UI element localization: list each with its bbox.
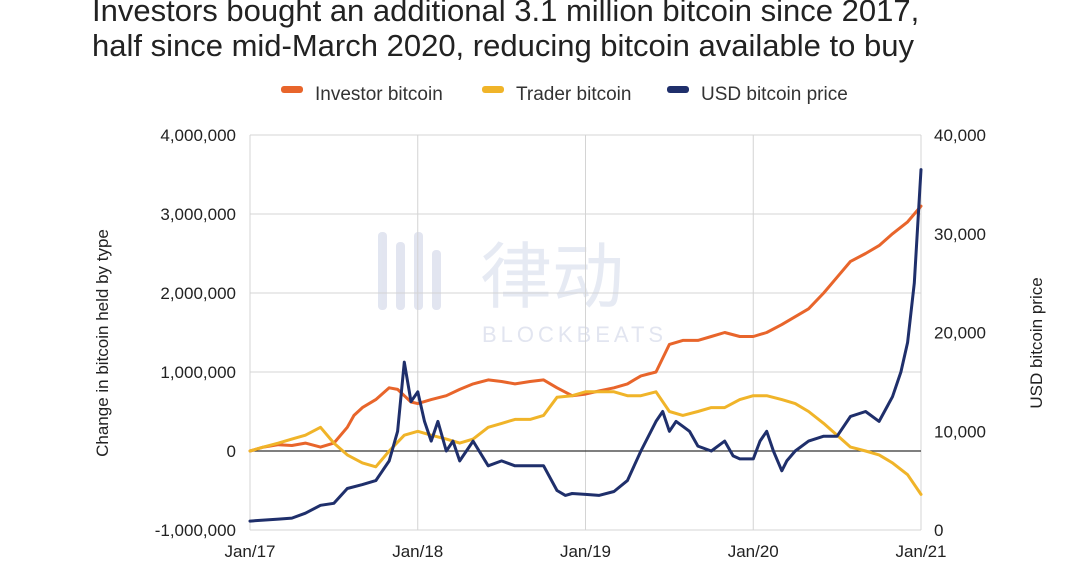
- right-tick-label: 0: [934, 521, 943, 540]
- left-tick-label: 3,000,000: [160, 205, 236, 224]
- gridlines: [249, 134, 922, 531]
- watermark-bar-4: [432, 250, 441, 310]
- watermark: 律动 BLOCKBEATS: [378, 232, 667, 347]
- watermark-en: BLOCKBEATS: [482, 322, 667, 347]
- right-tick-label: 40,000: [934, 126, 986, 145]
- left-tick-label: 4,000,000: [160, 126, 236, 145]
- x-tick-label: Jan/20: [728, 542, 779, 561]
- right-axis-title: USD bitcoin price: [1027, 277, 1046, 408]
- watermark-bar-3: [414, 232, 423, 310]
- left-axis-ticks: -1,000,000 0 1,000,000 2,000,000 3,000,000 4,…: [155, 126, 236, 540]
- x-tick-label: Jan/19: [560, 542, 611, 561]
- right-tick-label: 30,000: [934, 225, 986, 244]
- right-axis-ticks: 0 10,000 20,000 30,000 40,000: [934, 126, 986, 540]
- right-tick-label: 10,000: [934, 422, 986, 441]
- series-line-investor: [248, 204, 923, 453]
- legend-label-investor: Investor bitcoin: [315, 84, 443, 105]
- watermark-cn: 律动: [480, 238, 624, 318]
- chart-title-line-2: half since mid-March 2020, reducing bitc…: [92, 28, 914, 63]
- legend-swatch-price: [667, 86, 689, 93]
- right-tick-label: 20,000: [934, 324, 986, 343]
- legend: Investor bitcoin Trader bitcoin USD bitc…: [281, 84, 848, 105]
- legend-label-price: USD bitcoin price: [701, 84, 848, 105]
- x-tick-label: Jan/21: [895, 542, 946, 561]
- series-lines: [248, 168, 923, 523]
- left-tick-label: 0: [227, 442, 236, 461]
- legend-swatch-trader: [482, 86, 504, 93]
- legend-label-trader: Trader bitcoin: [516, 84, 631, 105]
- watermark-bar-1: [378, 232, 387, 310]
- series-line-price: [248, 168, 923, 523]
- watermark-bar-2: [396, 242, 405, 310]
- left-tick-label: 1,000,000: [160, 363, 236, 382]
- legend-swatch-investor: [281, 86, 303, 93]
- left-tick-label: 2,000,000: [160, 284, 236, 303]
- chart-title-line-1: Investors bought an additional 3.1 milli…: [92, 0, 919, 28]
- series-line-trader: [248, 390, 923, 496]
- left-axis-title: Change in bitcoin held by type: [93, 229, 112, 457]
- left-tick-label: -1,000,000: [155, 521, 236, 540]
- x-tick-label: Jan/18: [392, 542, 443, 561]
- x-axis-ticks: Jan/17 Jan/18 Jan/19 Jan/20 Jan/21: [224, 542, 946, 561]
- x-tick-label: Jan/17: [224, 542, 275, 561]
